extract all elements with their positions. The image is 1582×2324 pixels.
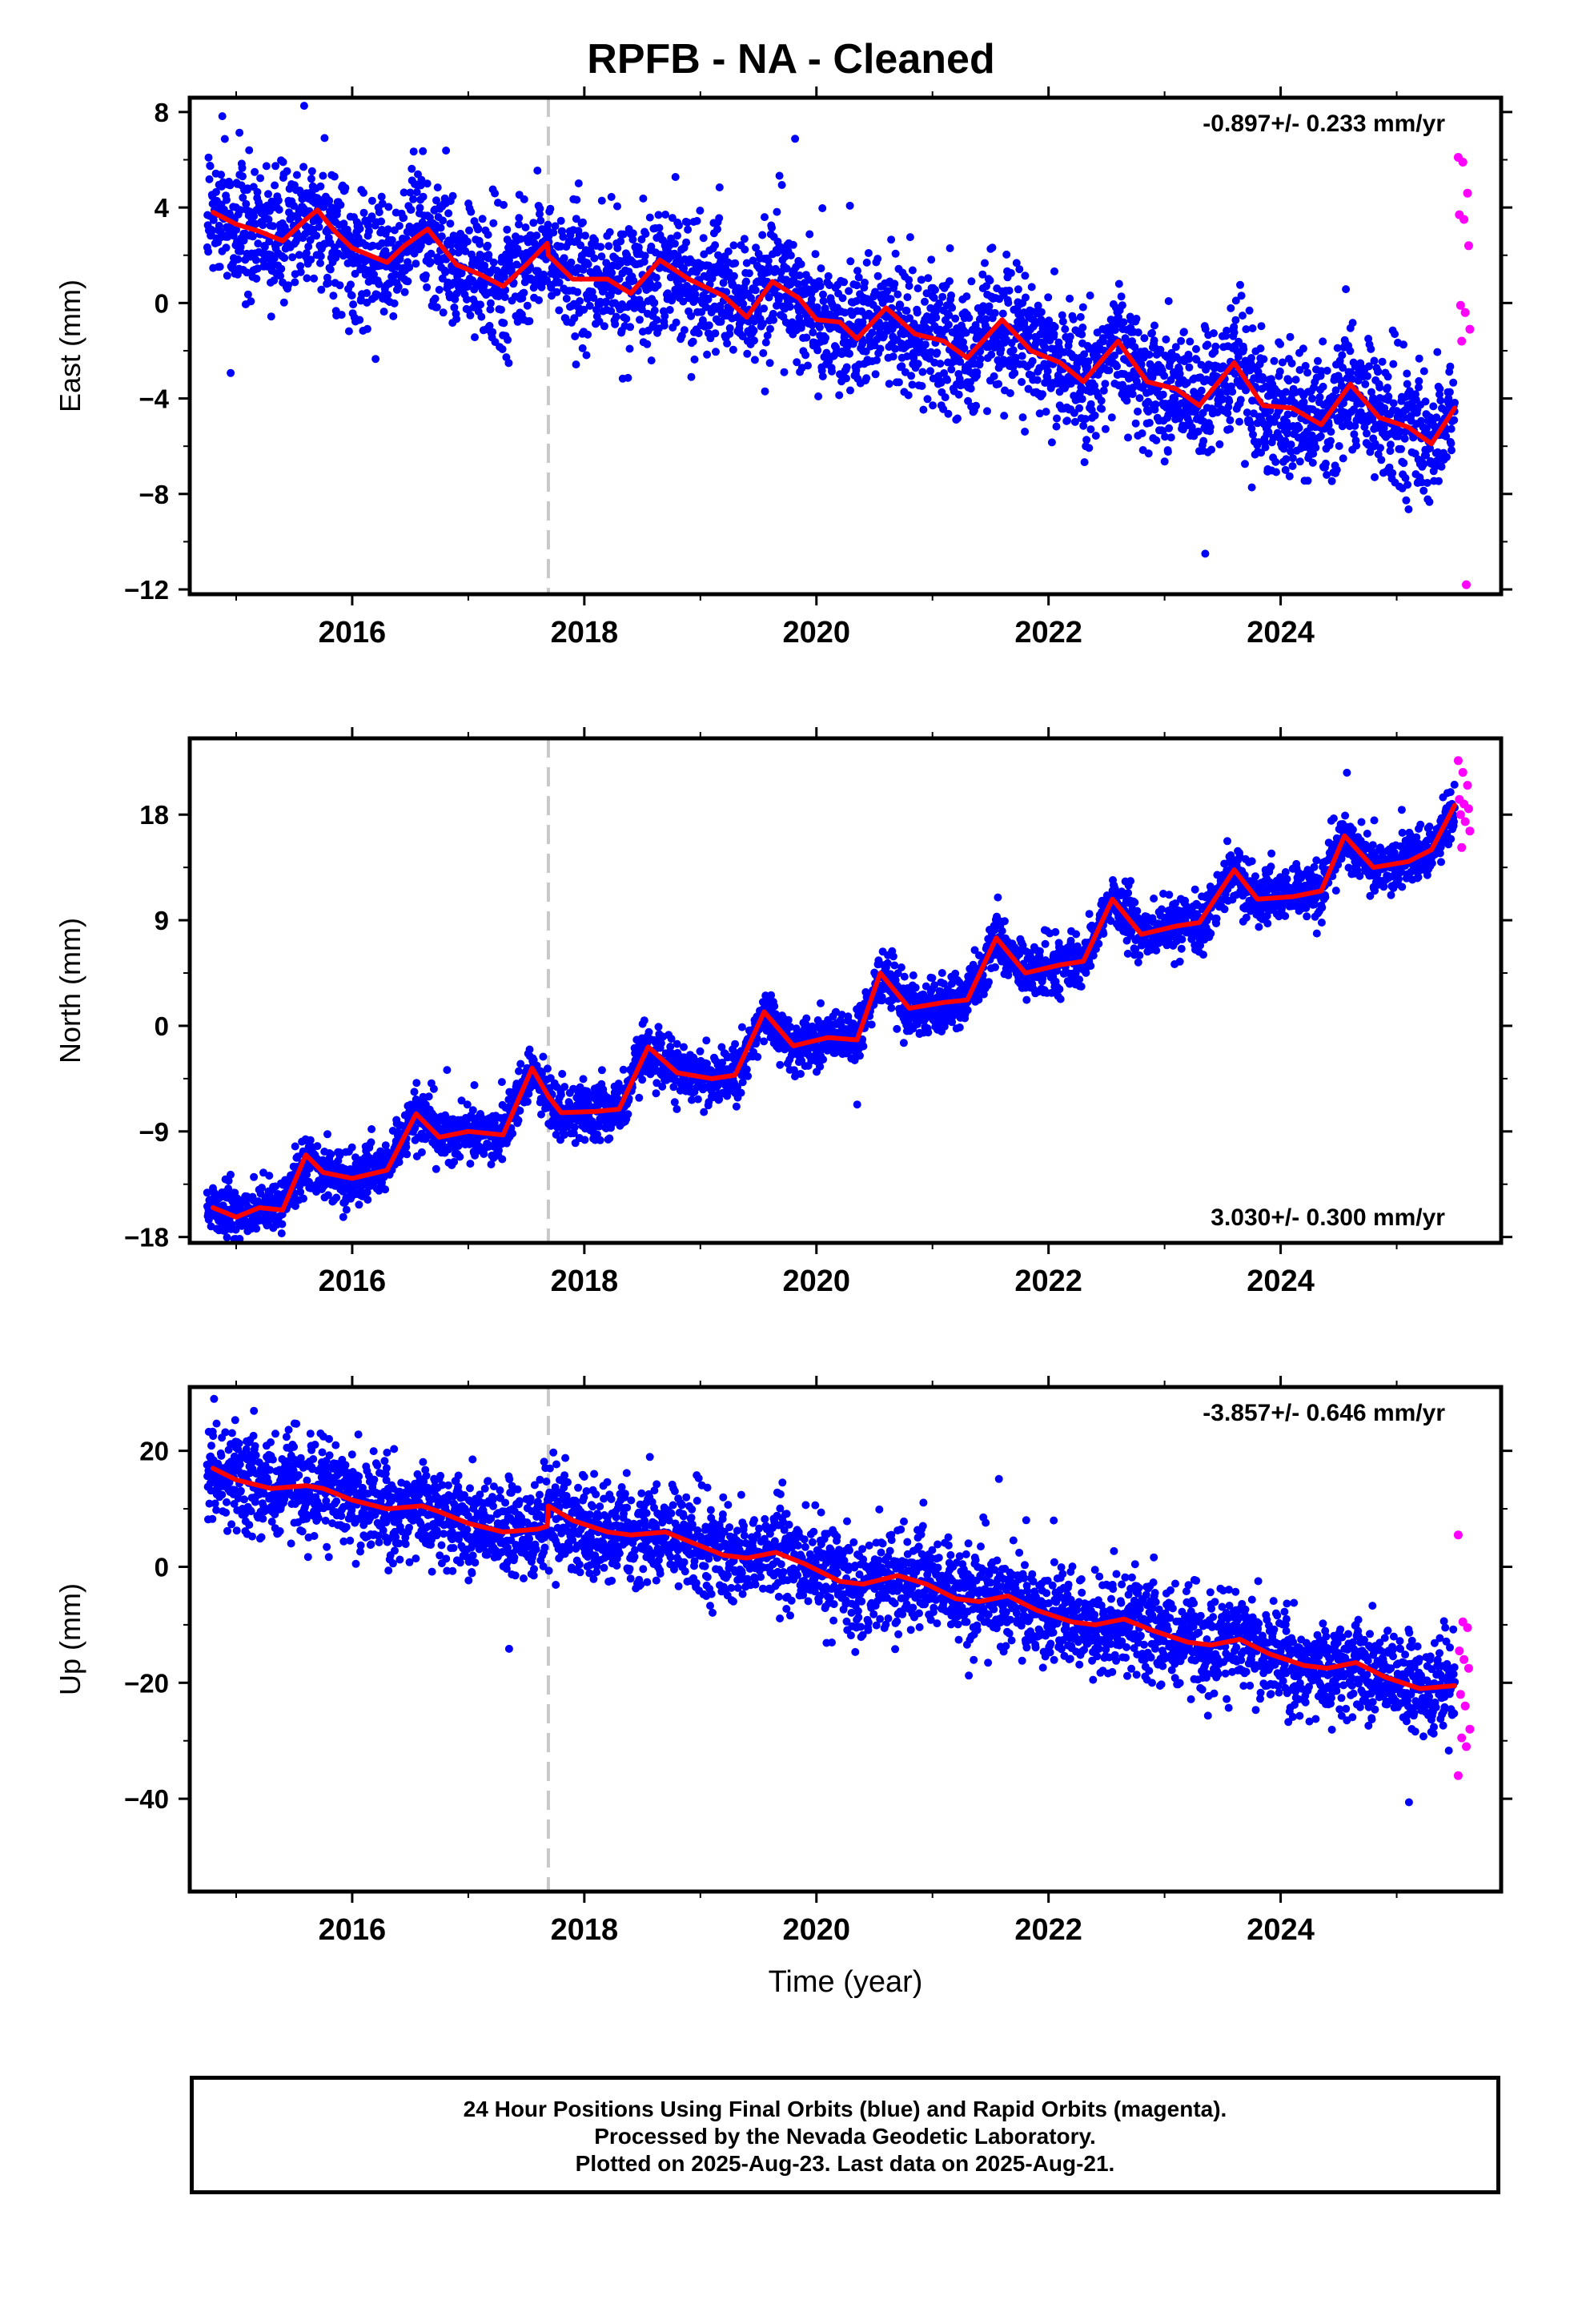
x-tick-label: 2016 <box>319 1913 387 1947</box>
rapid-orbit-point <box>1464 1663 1473 1673</box>
x-tick-label: 2022 <box>1014 1265 1082 1298</box>
x-tick-label: 2020 <box>782 1913 850 1947</box>
x-tick-label: 2024 <box>1247 1913 1315 1947</box>
model-fit-line <box>211 207 1457 447</box>
rapid-orbit-point <box>1462 580 1471 589</box>
rapid-orbit-point <box>1460 215 1469 224</box>
y-tick-label: 20 <box>139 1437 169 1466</box>
rapid-orbit-point <box>1460 308 1470 317</box>
y-tick-label: −12 <box>124 575 169 605</box>
rapid-orbit-point <box>1457 1733 1467 1743</box>
plot-frame <box>187 736 1504 1245</box>
velocity-annotation: -0.897+/- 0.233 mm/yr <box>1203 111 1445 137</box>
x-tick-label: 2024 <box>1247 1265 1315 1298</box>
footer-line-3: Plotted on 2025-Aug-23. Last data on 202… <box>575 2151 1115 2176</box>
rapid-orbit-point <box>1457 336 1467 346</box>
data-layer <box>203 98 1475 594</box>
final-orbit-points <box>203 1394 1460 1807</box>
y-tick-label: 18 <box>139 800 169 830</box>
panel-north: 18 9 0 −9 −18 2016 2018 2020 2022 2024 North (mm) 3… <box>54 727 1512 1298</box>
footer-line-1: 24 Hour Positions Using Final Orbits (bl… <box>463 2097 1227 2121</box>
rapid-orbit-point <box>1453 1771 1463 1780</box>
rapid-orbit-point <box>1462 1742 1471 1751</box>
x-axis-label: Time (year) <box>769 1965 923 1999</box>
x-tick-label: 2018 <box>551 1265 619 1298</box>
y-tick-label: −9 <box>139 1117 169 1147</box>
y-tick-label: −18 <box>124 1223 169 1252</box>
velocity-annotation: -3.857+/- 0.646 mm/yr <box>1203 1400 1445 1426</box>
footer-line-2: Processed by the Nevada Geodetic Laborat… <box>594 2124 1096 2149</box>
rapid-orbit-point <box>1465 1724 1475 1734</box>
y-tick-label: 4 <box>155 193 170 223</box>
rapid-orbit-point <box>1464 804 1473 814</box>
x-tick-label: 2016 <box>319 616 387 649</box>
footer-note: 24 Hour Positions Using Final Orbits (bl… <box>190 2076 1500 2194</box>
rapid-orbit-point <box>1463 188 1472 198</box>
rapid-orbit-point <box>1460 1655 1469 1664</box>
y-axis-label: Up (mm) <box>54 1583 86 1695</box>
rapid-orbit-point <box>1455 1647 1464 1655</box>
y-tick-label: −4 <box>139 384 169 414</box>
rapid-orbit-point <box>1458 768 1468 777</box>
x-tick-label: 2022 <box>1014 616 1082 649</box>
y-tick-label: −20 <box>124 1668 169 1698</box>
plot-frame <box>187 1385 1504 1894</box>
x-tick-label: 2018 <box>551 1913 619 1947</box>
data-layer <box>203 738 1475 1243</box>
rapid-orbit-point <box>1460 817 1470 826</box>
final-orbit-points <box>203 102 1459 558</box>
y-tick-label: −40 <box>124 1784 169 1814</box>
rapid-orbit-point <box>1464 241 1473 251</box>
rapid-orbit-point <box>1456 300 1465 310</box>
rapid-orbit-point <box>1458 158 1468 167</box>
y-tick-label: 9 <box>155 906 169 935</box>
x-tick-label: 2020 <box>782 616 850 649</box>
panel-east: 8 4 0 −4 −8 −12 2016 2018 2020 2022 2024 East (mm) -… <box>54 86 1512 649</box>
rapid-orbit-point <box>1465 324 1475 334</box>
rapid-orbit-point <box>1456 1690 1465 1699</box>
x-tick-label: 2016 <box>319 1265 387 1298</box>
y-tick-label: 0 <box>155 288 169 318</box>
y-tick-label: 0 <box>155 1552 169 1582</box>
x-tick-label: 2018 <box>551 616 619 649</box>
rapid-orbit-point <box>1453 756 1463 766</box>
rapid-orbit-point <box>1453 1530 1463 1540</box>
rapid-orbit-point <box>1465 826 1475 836</box>
model-fit-line <box>211 1466 1457 1691</box>
y-axis-label: North (mm) <box>54 918 86 1063</box>
rapid-orbit-point <box>1463 781 1472 790</box>
y-tick-label: 8 <box>155 98 169 127</box>
panel-up: 20 0 −20 −40 2016 2018 2020 2022 2024 Up (mm) Time… <box>54 1376 1512 1999</box>
y-axis-label: East (mm) <box>54 279 86 412</box>
y-tick-label: 0 <box>155 1011 169 1041</box>
rapid-orbit-point <box>1457 842 1467 852</box>
x-tick-label: 2022 <box>1014 1913 1082 1947</box>
rapid-orbit-point <box>1456 810 1465 819</box>
model-fit-line <box>211 802 1457 1220</box>
page-title: RPFB - NA - Cleaned <box>587 36 995 82</box>
rapid-orbit-point <box>1460 1701 1470 1711</box>
x-tick-label: 2020 <box>782 1265 850 1298</box>
rapid-orbit-point <box>1463 1623 1472 1632</box>
final-orbit-points <box>203 768 1459 1243</box>
y-tick-label: −8 <box>139 480 169 509</box>
x-tick-label: 2024 <box>1247 616 1315 649</box>
data-layer <box>203 1387 1475 1892</box>
velocity-annotation: 3.030+/- 0.300 mm/yr <box>1211 1204 1445 1231</box>
plot-frame <box>187 95 1504 597</box>
